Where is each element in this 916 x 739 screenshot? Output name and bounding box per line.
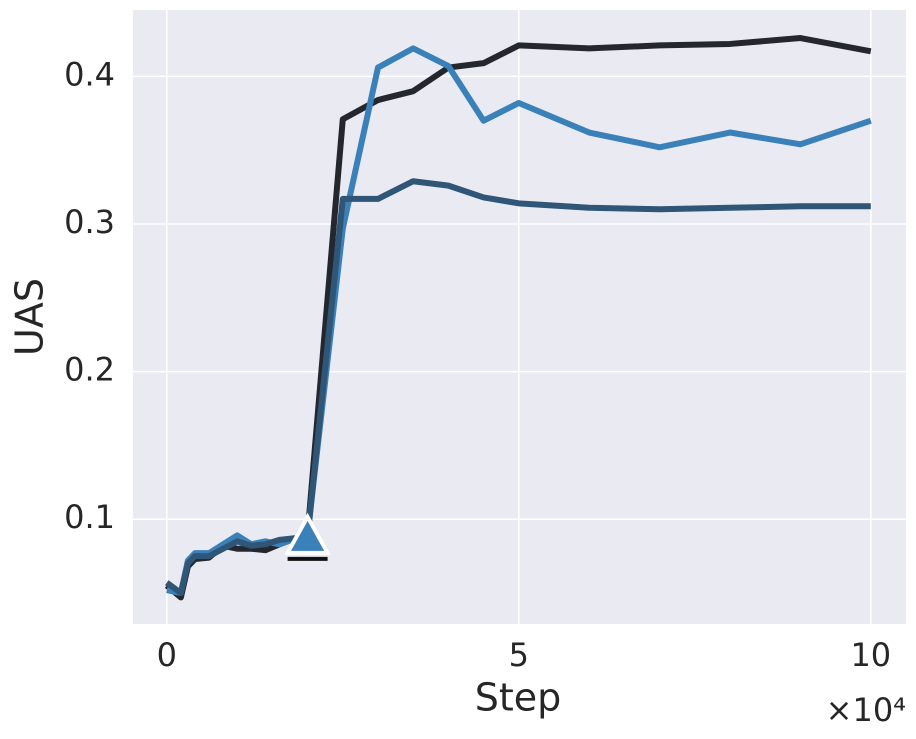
line xyxy=(165,178,871,597)
y-tick-label: 0.2 xyxy=(64,351,115,389)
y-tick-label: 0.1 xyxy=(64,498,115,536)
y-axis-label: UAS xyxy=(8,278,52,356)
x-tick-label: 5 xyxy=(509,636,529,674)
x-tick-label: 0 xyxy=(157,636,177,674)
x-tick-label: 10 xyxy=(850,636,891,674)
x-axis-label: Step xyxy=(475,676,562,720)
x-offset-label: ×10⁴ xyxy=(826,691,906,729)
y-tick-label: 0.3 xyxy=(64,203,115,241)
y-tick-label: 0.4 xyxy=(64,55,115,93)
marker xyxy=(284,512,331,555)
